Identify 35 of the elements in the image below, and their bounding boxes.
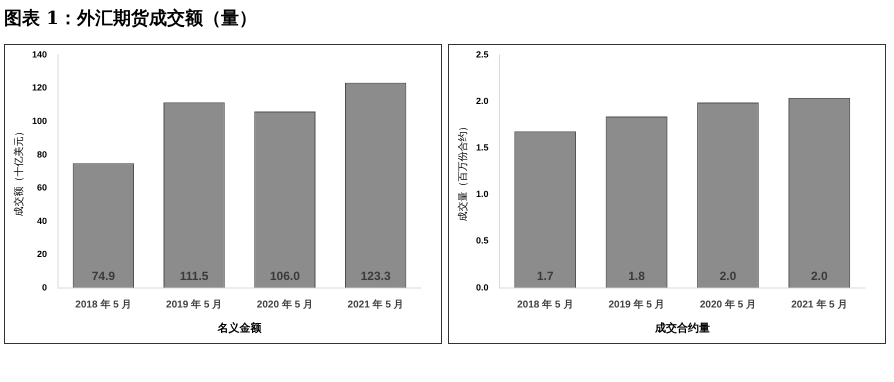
data-label: 1.8: [628, 269, 646, 284]
y-tick-label: 100: [32, 116, 48, 126]
data-label: 111.5: [180, 269, 209, 284]
x-tick-label: 2021 年 5 月: [348, 298, 404, 311]
data-label: 1.7: [536, 269, 554, 284]
x-tick-label: 2020 年 5 月: [256, 298, 313, 311]
y-tick-label: 0.0: [476, 282, 489, 292]
y-tick-label: 1.0: [476, 189, 489, 200]
chart-title: 图表 1：外汇期货成交额（量）: [3, 7, 258, 31]
y-tick-label: 0.5: [476, 236, 489, 246]
data-label: 123.3: [360, 269, 391, 284]
y-tick-label: 1.5: [476, 142, 489, 153]
x-tick-label: 2018 年 5 月: [75, 298, 132, 311]
x-tick-label: 2018 年 5 月: [517, 298, 574, 311]
y-tick-label: 2.0: [476, 96, 489, 106]
x-tick-label: 2020 年 5 月: [700, 298, 756, 311]
data-label: 2.0: [720, 269, 737, 284]
y-axis-title: 成交量（百万份合约）: [456, 121, 469, 222]
x-tick-label: 2019 年 5 月: [608, 298, 665, 311]
y-tick-label: 140: [32, 49, 48, 60]
y-axis-title: 成交额（十亿美元）: [12, 126, 25, 216]
data-label: 106.0: [270, 269, 300, 284]
y-tick-label: 60: [37, 182, 48, 193]
data-label: 74.9: [92, 269, 116, 284]
y-tick-label: 20: [37, 249, 48, 260]
data-label: 2.0: [810, 269, 828, 284]
y-tick-label: 2.5: [476, 49, 489, 60]
y-tick-label: 120: [32, 82, 48, 93]
x-tick-label: 2021 年 5 月: [791, 298, 848, 311]
y-tick-label: 0: [42, 282, 48, 292]
y-tick-label: 80: [37, 149, 48, 160]
x-axis-title: 成交合约量: [654, 321, 710, 334]
x-axis-title: 名义金额: [216, 321, 263, 334]
y-tick-label: 40: [37, 216, 48, 226]
x-tick-label: 2019 年 5 月: [166, 298, 222, 311]
